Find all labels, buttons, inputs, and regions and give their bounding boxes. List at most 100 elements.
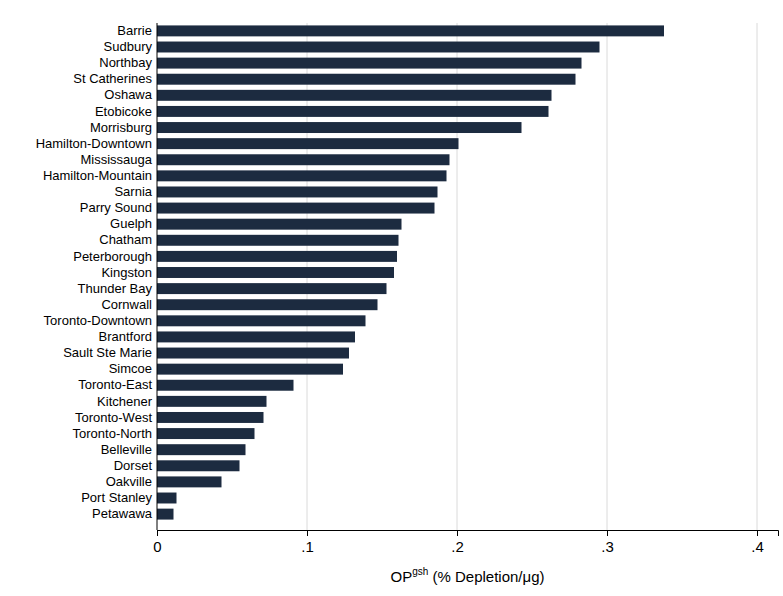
- y-tick: Oshawa: [104, 87, 157, 102]
- x-tick: .3: [601, 530, 614, 555]
- y-tick-label: Barrie: [117, 23, 152, 38]
- y-tick-label: Parry Sound: [80, 200, 152, 215]
- y-tick-label: Chatham: [99, 232, 152, 247]
- y-tick-label: Toronto-East: [78, 377, 152, 392]
- x-tick-label: .1: [301, 538, 314, 555]
- y-tick: St Catherines: [73, 71, 157, 86]
- bar: [157, 460, 240, 471]
- y-tick: Cornwall: [101, 297, 157, 312]
- y-tick: Peterborough: [73, 249, 157, 264]
- bar: [157, 364, 343, 375]
- y-tick-label: Toronto-Downtown: [44, 313, 152, 328]
- y-tick-label: Guelph: [110, 216, 152, 231]
- y-tick: Oakville: [106, 474, 157, 489]
- grid: [157, 23, 757, 530]
- y-tick: Belleville: [101, 442, 157, 457]
- y-tick: Thunder Bay: [78, 281, 157, 296]
- y-tick-label: Toronto-North: [73, 426, 152, 441]
- x-axis-line: [158, 531, 779, 537]
- y-tick: Morrisburg: [90, 120, 157, 135]
- bar: [157, 138, 459, 149]
- x-tick-mark: [157, 530, 158, 536]
- y-tick: Kingston: [101, 265, 157, 280]
- y-tick: Etobicoke: [95, 104, 157, 119]
- y-tick-label: Toronto-West: [75, 410, 152, 425]
- bar: [157, 170, 447, 181]
- bar: [157, 267, 394, 278]
- x-axis-title-part: (% Depletion/μg): [428, 568, 544, 585]
- bar: [157, 380, 294, 391]
- bar: [157, 251, 397, 262]
- y-tick: Port Stanley: [81, 490, 157, 505]
- y-tick: Simcoe: [109, 361, 157, 376]
- bar: [157, 106, 549, 117]
- x-tick-mark: [457, 530, 458, 536]
- x-tick: 0: [153, 530, 161, 555]
- y-tick-label: Petawawa: [92, 506, 153, 521]
- bar: [157, 74, 576, 85]
- y-tick: Barrie: [117, 23, 157, 38]
- y-tick: Guelph: [110, 216, 157, 231]
- bar: [157, 509, 174, 520]
- y-tick-label: Peterborough: [73, 249, 152, 264]
- bar: [157, 299, 378, 310]
- grid-line: [757, 23, 758, 530]
- x-tick-mark: [757, 530, 758, 536]
- y-tick-label: Belleville: [101, 442, 152, 457]
- y-tick: Kitchener: [97, 394, 157, 409]
- y-axis: BarrieSudburyNorthbaySt CatherinesOshawa…: [36, 23, 157, 530]
- y-tick-label: Sarnia: [114, 184, 152, 199]
- y-tick-label: Simcoe: [109, 361, 152, 376]
- bar: [157, 444, 246, 455]
- bar: [157, 203, 435, 214]
- bar: [157, 42, 600, 53]
- bar: [157, 348, 349, 359]
- bar: [157, 283, 387, 294]
- y-tick: Sault Ste Marie: [63, 345, 157, 360]
- y-tick: Toronto-North: [73, 426, 157, 441]
- y-tick-label: Oakville: [106, 474, 152, 489]
- y-tick: Sudbury: [104, 39, 157, 54]
- y-tick: Hamilton-Downtown: [36, 136, 157, 151]
- y-tick-label: Port Stanley: [81, 490, 152, 505]
- x-axis-title-part: OP: [390, 568, 412, 585]
- bar: [157, 412, 264, 423]
- bar: [157, 428, 255, 439]
- y-tick: Northbay: [99, 55, 157, 70]
- y-tick: Petawawa: [92, 506, 157, 521]
- bar: [157, 219, 402, 230]
- y-tick: Hamilton-Mountain: [43, 168, 157, 183]
- chart: 0 .1 .2 .3 .4 BarrieSudburyNorthbaySt Catheri…: [0, 0, 783, 596]
- x-axis: 0 .1 .2 .3 .4: [153, 530, 778, 555]
- y-tick: Toronto-East: [78, 377, 157, 392]
- y-tick-label: Kitchener: [97, 394, 153, 409]
- plot: 0 .1 .2 .3 .4 BarrieSudburyNorthbaySt Catheri…: [36, 23, 779, 555]
- y-tick-label: Dorset: [114, 458, 153, 473]
- y-tick-label: Etobicoke: [95, 104, 152, 119]
- y-tick: Brantford: [99, 329, 157, 344]
- y-tick-label: Hamilton-Downtown: [36, 136, 152, 151]
- x-tick-mark: [307, 530, 308, 536]
- y-tick: Chatham: [99, 232, 157, 247]
- bar: [157, 154, 450, 165]
- bar: [157, 186, 438, 197]
- bar: [157, 122, 522, 133]
- y-tick-label: Morrisburg: [90, 120, 152, 135]
- bar: [157, 396, 267, 407]
- bar: [157, 90, 552, 101]
- y-tick-label: Sudbury: [104, 39, 153, 54]
- y-axis-line: [157, 23, 158, 530]
- bar: [157, 58, 582, 69]
- x-axis-title-part: gsh: [412, 566, 428, 577]
- x-tick-label: .2: [451, 538, 464, 555]
- y-tick-label: St Catherines: [73, 71, 152, 86]
- bars: [157, 25, 664, 519]
- bar: [157, 25, 664, 36]
- x-tick: .2: [451, 530, 464, 555]
- x-tick: .4: [751, 530, 764, 555]
- grid-line: [607, 23, 608, 530]
- y-tick-label: Oshawa: [104, 87, 152, 102]
- x-tick-label: .3: [601, 538, 614, 555]
- x-tick-label: 0: [153, 538, 161, 555]
- y-tick: Dorset: [114, 458, 157, 473]
